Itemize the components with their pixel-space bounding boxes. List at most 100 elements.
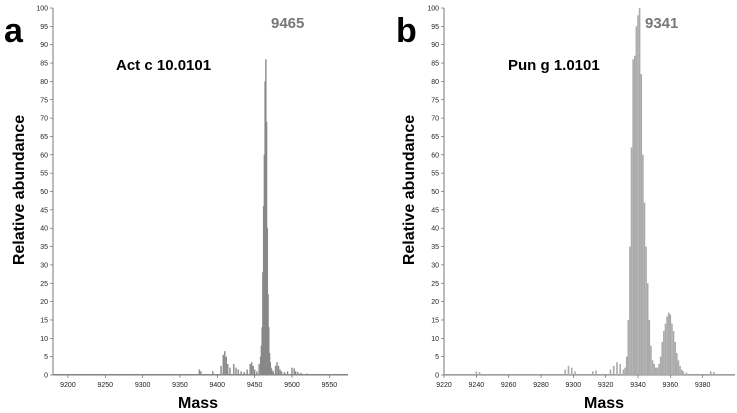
spectrum-bar: [258, 363, 260, 375]
panel-b-protein-label: Pun g 1.0101: [508, 57, 600, 74]
spectrum-bar: [220, 365, 222, 375]
spectrum-bar: [609, 369, 612, 375]
spectrum-bar: [280, 371, 283, 375]
y-tick-label: 25: [40, 281, 48, 288]
spectrum-bar: [567, 365, 570, 375]
panel-a-x-axis-title: Mass: [178, 395, 218, 412]
spectrum-bar: [270, 367, 272, 375]
spectrum-bar: [685, 372, 688, 375]
spectrum-bar: [574, 371, 576, 375]
spectrum-bar: [595, 370, 597, 375]
spectrum-bar: [227, 363, 229, 375]
y-tick-label: 30: [40, 262, 48, 269]
x-tick-label: 9320: [598, 382, 614, 389]
spectrum-bar: [677, 360, 680, 375]
spectrum-bar: [263, 154, 266, 375]
y-tick-label: 55: [40, 171, 48, 178]
spectrum-bar: [632, 59, 634, 375]
x-tick-label: 9380: [695, 382, 711, 389]
spectrum-bar: [619, 363, 622, 375]
y-tick-label: 100: [427, 6, 439, 13]
y-tick-label: 20: [40, 299, 48, 306]
y-tick-label: 60: [431, 152, 439, 159]
x-tick-label: 9260: [501, 382, 517, 389]
spectrum-bar: [635, 26, 638, 375]
y-tick-label: 35: [40, 244, 48, 251]
spectrum-bar: [661, 341, 664, 375]
spectrum-bar: [642, 154, 644, 375]
spectrum-bar: [570, 367, 573, 375]
y-tick-label: 65: [40, 134, 48, 141]
y-tick-label: 80: [431, 79, 439, 86]
panel-a-peak-label: 9465: [271, 15, 304, 32]
x-tick-label: 9350: [172, 382, 188, 389]
spectrum-bar: [682, 371, 685, 375]
spectrum-bar: [680, 369, 683, 375]
spectrum-bar: [646, 283, 649, 375]
spectrum-bar: [295, 371, 297, 375]
spectrum-bar: [276, 362, 278, 375]
y-tick-label: 90: [431, 42, 439, 49]
spectrum-bar: [658, 363, 660, 375]
spectrum-bar: [235, 367, 237, 375]
y-tick-label: 70: [40, 116, 48, 123]
spectrum-bar: [269, 362, 272, 375]
spectrum-bar: [656, 367, 659, 375]
spectrum-bar: [277, 365, 280, 375]
y-tick-label: 75: [40, 97, 48, 104]
spectrum-bar: [640, 74, 643, 375]
spectrum-bar: [653, 363, 655, 375]
spectrum-bar: [264, 81, 266, 376]
y-tick-label: 85: [431, 61, 439, 68]
spectrum-bar: [627, 319, 630, 375]
y-tick-label: 95: [40, 24, 48, 31]
spectrum-bar: [198, 369, 201, 375]
y-tick-label: 10: [431, 336, 439, 343]
x-tick-label: 9250: [97, 382, 113, 389]
y-tick-label: 45: [40, 207, 48, 214]
spectrum-bar: [651, 360, 654, 375]
spectrum-bar: [667, 312, 670, 375]
spectrum-bar: [256, 371, 258, 375]
x-tick-label: 9450: [247, 382, 263, 389]
spectrum-bar: [225, 356, 227, 375]
spectrum-bar: [283, 372, 286, 375]
y-tick-label: 15: [431, 317, 439, 324]
spectrum-bar: [666, 316, 668, 375]
x-tick-label: 9340: [630, 382, 646, 389]
panel-a-y-axis-title: Relative abundance: [11, 115, 28, 265]
y-tick-label: 0: [44, 373, 48, 380]
panel-a-y-ticks: 0 5 10 15 20 25 30 35 40 45 50 55 60 65 70 75 80 85 90 95 10…: [36, 6, 53, 380]
y-tick-label: 50: [40, 189, 48, 196]
x-tick-label: 9500: [284, 382, 300, 389]
spectrum-bar: [478, 372, 481, 375]
spectrum-bar: [268, 327, 270, 375]
y-tick-label: 55: [431, 171, 439, 178]
spectrum-bar: [659, 356, 662, 375]
spectrum-bar: [671, 323, 673, 375]
y-tick-label: 5: [44, 354, 48, 361]
spectrum-bar: [709, 371, 712, 375]
spectrum-bar: [679, 365, 681, 375]
spectrum-bar: [664, 323, 667, 375]
panel-b-peak-label: 9341: [645, 15, 678, 32]
spectrum-bar: [564, 369, 567, 375]
panel-a-protein-label: Act c 10.0101: [116, 57, 211, 74]
x-tick-label: 9360: [663, 382, 679, 389]
y-tick-label: 10: [40, 336, 48, 343]
spectrum-bar: [200, 371, 202, 375]
y-tick-label: 60: [40, 152, 48, 159]
spectrum-bar: [612, 365, 615, 375]
spectrum-bar: [222, 354, 224, 375]
spectrum-bar: [633, 55, 636, 376]
panel-b-letter: b: [396, 12, 417, 50]
spectrum-bar: [625, 356, 628, 375]
spectrum-bar: [265, 121, 268, 376]
x-tick-label: 9200: [60, 382, 76, 389]
panel-a-x-ticks: 9200 9250 9300 9350 9400 9450 9500 9550: [60, 375, 337, 389]
spectrum-bar: [616, 362, 618, 375]
panel-b-x-ticks: 9220 9240 9260 9280 9300 9320 9340 9360 9380: [436, 375, 711, 389]
spectrum-bar: [252, 365, 254, 375]
spectrum-bar: [591, 371, 594, 375]
y-tick-label: 50: [431, 189, 439, 196]
